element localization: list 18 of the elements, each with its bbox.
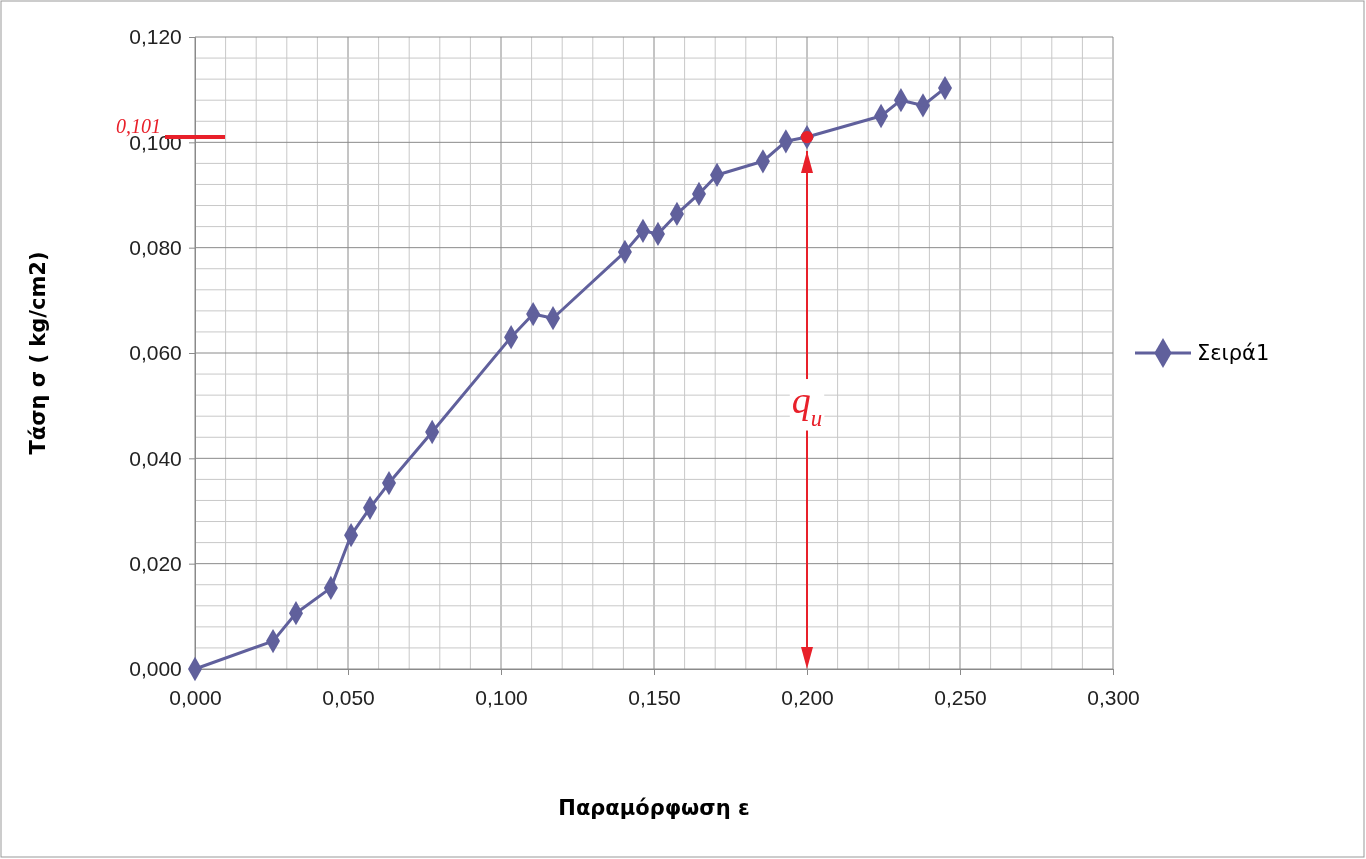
- x-tick-label: 0,300: [1087, 686, 1140, 710]
- y-tick-label: 0,060: [129, 341, 182, 365]
- x-tick-label: 0,150: [628, 686, 681, 710]
- y-tick-label: 0,000: [129, 657, 182, 681]
- y-tick-label: 0,080: [129, 235, 182, 259]
- x-tick-label: 0,050: [322, 686, 375, 710]
- point: [800, 130, 814, 144]
- y-tick-label: 0,120: [129, 25, 182, 49]
- x-tick-label: 0,250: [934, 686, 987, 710]
- y-axis-title: Τάση σ ( kg/cm2): [26, 251, 50, 455]
- x-tick-label: 0,000: [169, 686, 222, 710]
- y-tick-label: 0,040: [129, 446, 182, 470]
- ref-line-label: q$_{u}$: [791, 379, 823, 431]
- legend-label: Σειρά1: [1197, 341, 1270, 365]
- x-tick-label: 0,200: [781, 686, 834, 710]
- x-axis-title: Παραμόρφωση ε: [558, 796, 750, 820]
- x-tick-label: 0,100: [475, 686, 528, 710]
- y-tick-label: 0,020: [129, 551, 182, 575]
